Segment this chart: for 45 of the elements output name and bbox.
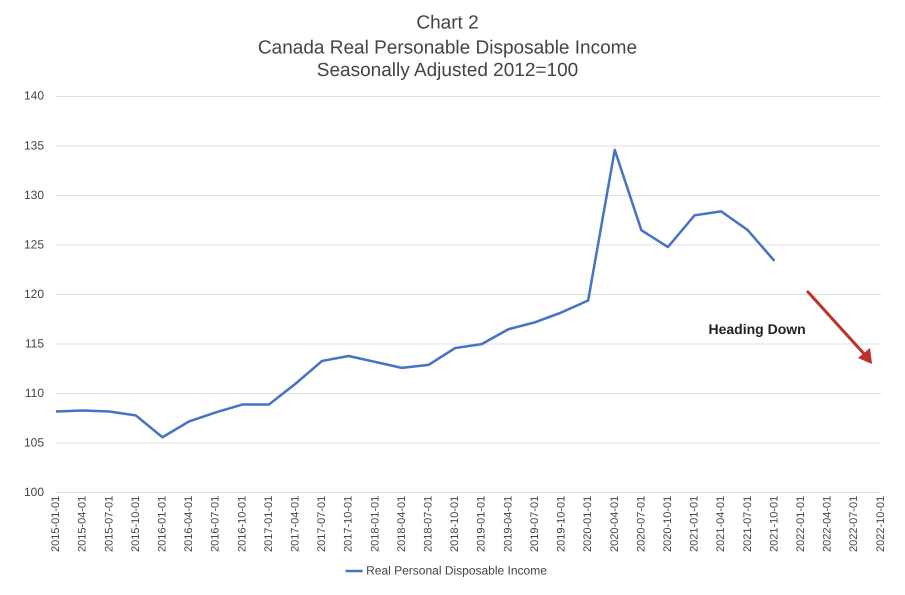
x-tick-label: 2018-04-01 (396, 496, 408, 552)
x-tick-label: 2016-10-01 (236, 496, 248, 552)
x-tick-label: 2020-07-01 (635, 496, 648, 552)
x-tick-label: 2017-04-01 (290, 496, 302, 552)
x-tick-label: 2019-01-01 (476, 496, 488, 552)
x-tick-label: 2018-01-01 (369, 496, 382, 552)
x-tick-label: 2021-01-01 (688, 496, 701, 552)
x-tick-label: 2019-10-01 (556, 496, 568, 552)
x-tick-label: 2018-07-01 (422, 496, 435, 552)
x-tick-label: 2019-07-01 (528, 496, 541, 552)
y-tick-label: 100 (24, 485, 44, 500)
x-tick-label: 2022-04-01 (822, 496, 834, 552)
x-tick-label: 2019-04-01 (502, 496, 514, 552)
x-tick-label: 2015-04-01 (76, 496, 89, 552)
x-tick-label: 2021-04-01 (715, 496, 728, 552)
y-tick-label: 110 (24, 386, 44, 400)
annotation: Heading Down (708, 321, 806, 338)
x-tick-label: 2022-07-01 (848, 496, 860, 552)
x-tick-label: 2016-01-01 (156, 496, 168, 552)
x-tick-label: 2021-07-01 (742, 496, 754, 552)
y-tick-label: 135 (24, 138, 44, 152)
legend-label: Real Personal Disposable Income (366, 563, 548, 578)
x-tick-label: 2016-04-01 (183, 496, 196, 552)
x-tick-label: 2018-10-01 (449, 496, 462, 552)
x-tick-label: 2015-01-01 (50, 496, 62, 552)
x-tick-label: 2020-04-01 (608, 496, 621, 552)
x-tick-label: 2017-10-01 (342, 496, 355, 552)
chart-subtitle: Canada Real Personable Disposable Income Seasonally Adjusted 2012=100 (258, 37, 638, 82)
x-tick-label: 2015-07-01 (103, 496, 116, 552)
x-tick-label: 2015-10-01 (130, 496, 142, 552)
x-tick-label: 2020-01-01 (582, 496, 594, 552)
y-tick-label: 140 (24, 88, 44, 103)
x-tick-label: 2021-10-01 (768, 496, 780, 552)
y-tick-label: 125 (24, 237, 44, 252)
x-tick-label: 2022-01-01 (795, 496, 808, 552)
x-tick-label: 2016-07-01 (210, 496, 222, 552)
x-tick-label: 2020-10-01 (662, 496, 674, 552)
chart-title: Chart 2 (416, 12, 479, 34)
y-tick-label: 105 (24, 436, 44, 450)
x-tick-label: 2017-07-01 (316, 496, 328, 552)
y-tick-label: 115 (24, 336, 44, 350)
x-tick-label: 2022-10-01 (874, 496, 887, 552)
y-tick-label: 120 (24, 286, 44, 301)
x-tick-label: 2017-01-01 (262, 496, 275, 552)
y-tick-label: 130 (24, 188, 44, 202)
